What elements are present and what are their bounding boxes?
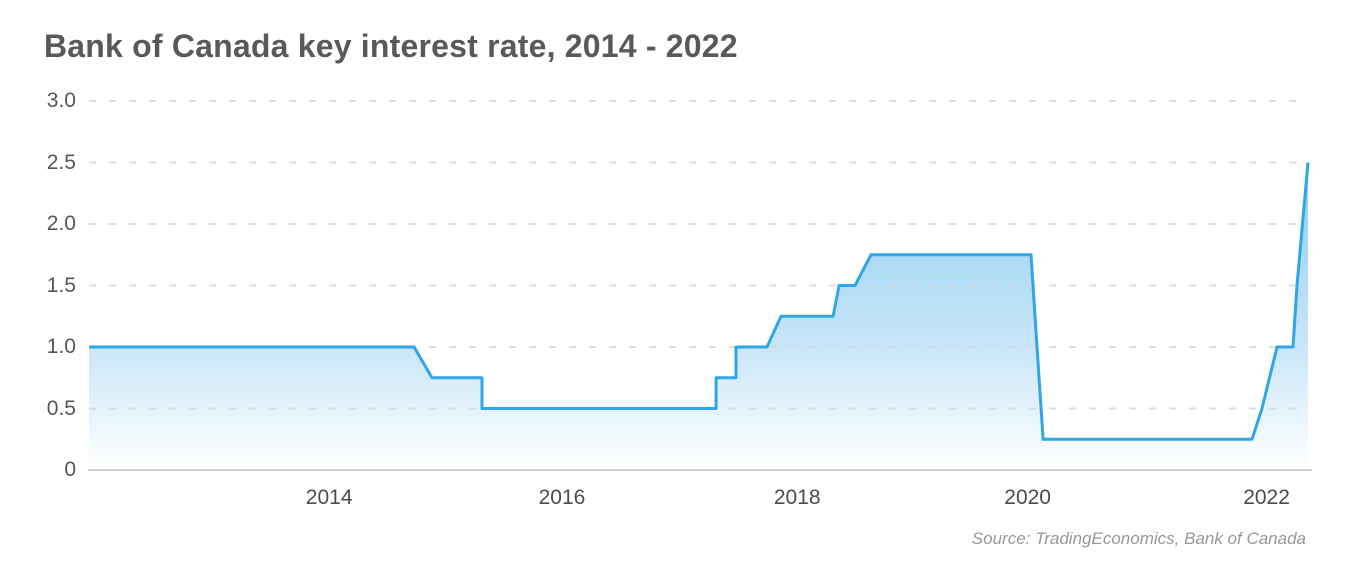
x-tick-label-2014: 2014 [305,486,353,509]
y-tick-label-0.5: 0.5 [46,396,76,420]
y-tick-label-2.0: 2.0 [46,212,76,235]
chart-title: Bank of Canada key interest rate, 2014 -… [44,28,738,64]
x-tick-label-2020: 2020 [1004,486,1051,509]
y-tick-label-3.0: 3.0 [46,89,76,112]
y-tick-label-2.5: 2.5 [46,150,76,174]
y-tick-label-0: 0 [64,458,76,481]
y-tick-label-1.5: 1.5 [46,273,76,297]
y-tick-label-1.0: 1.0 [46,335,76,358]
rate-line [89,162,1310,441]
x-tick-label-2018: 2018 [773,486,821,509]
x-tick-label-2022: 2022 [1243,486,1290,509]
source-attribution: Source: TradingEconomics, Bank of Canada [971,529,1306,548]
rate-area-fill [89,162,1308,470]
x-tick-label-2016: 2016 [538,486,586,509]
